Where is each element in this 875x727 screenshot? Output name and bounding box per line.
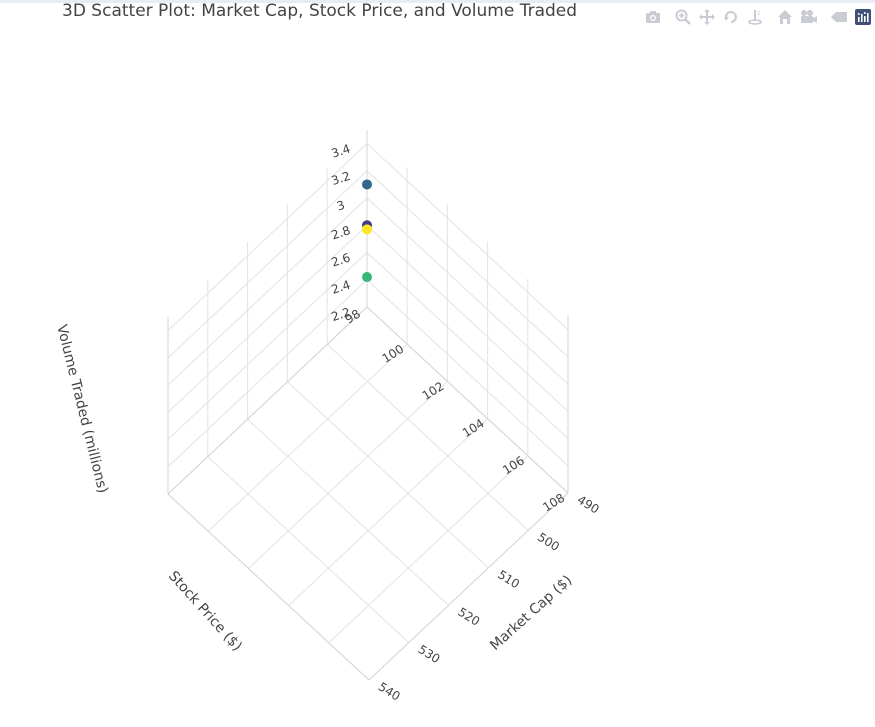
wall-gridline [167,197,368,386]
wall-gridline [366,170,569,358]
y-tick-label: 104 [460,416,487,440]
top-border [0,0,875,3]
z-axis-title: Volume Traded (millions) [53,323,110,495]
x-axis-title: Market Cap ($) [487,572,575,654]
floor-gridline [287,381,489,569]
grid-lines [167,130,569,681]
z-tick-label: 3 [335,198,347,214]
plotly-logo-icon[interactable] [851,6,875,28]
data-point[interactable] [362,272,372,283]
svg-text:z: z [757,10,760,17]
y-axis-title: Stock Price ($) [165,568,245,654]
home-icon[interactable] [773,6,797,28]
z-tick-label: 2.8 [330,223,352,242]
reset-camera-icon[interactable] [797,6,821,28]
wall-gridline [366,143,569,330]
axis-edge [368,492,569,681]
z-tick-label: 3.4 [330,142,352,161]
pan-icon[interactable] [695,6,719,28]
wall-gridline [167,279,368,468]
data-point[interactable] [362,179,372,190]
wall-gridline [167,170,368,359]
floor-gridline [326,344,529,531]
x-tick-label: 520 [455,605,482,629]
floor-gridline [248,381,448,569]
y-tick-label: 102 [420,379,447,403]
wall-gridline [366,252,569,439]
y-tick-label: 108 [540,491,567,515]
z-tick-label: 2.2 [330,305,352,324]
floor-gridline [207,343,408,532]
turntable-icon[interactable]: z [743,6,767,28]
y-tick-label: 100 [380,342,407,366]
x-tick-label: 530 [416,642,443,666]
hover-icon[interactable] [827,6,851,28]
floor-gridline [247,418,449,606]
floor-gridline [288,418,488,606]
modebar: z [641,6,875,28]
chart-title: 3D Scatter Plot: Market Cap, Stock Price… [62,1,578,21]
axis-edge [366,306,569,494]
floor-gridline [207,456,410,643]
x-tick-label: 490 [575,493,602,517]
wall-gridline [366,197,569,385]
wall-gridline [366,224,569,412]
camera-icon[interactable] [641,6,665,28]
z-tick-label: 2.6 [330,250,352,269]
axis-edge [167,493,370,681]
y-tick-label: 98 [343,307,363,327]
wall-gridline [167,143,368,331]
wall-gridline [167,252,368,440]
wall-gridline [366,279,569,467]
zoom-icon[interactable] [671,6,695,28]
y-tick-label: 106 [500,453,527,477]
wall-gridline [167,224,368,413]
floor-gridline [328,455,529,644]
data-points [362,179,372,283]
orbit-icon[interactable] [719,6,743,28]
data-point[interactable] [362,224,372,235]
x-tick-label: 500 [535,530,562,554]
x-tick-label: 510 [495,567,522,591]
z-tick-label: 3.2 [330,169,352,188]
axis-edge [167,306,368,495]
x-tick-label: 540 [376,680,403,704]
z-tick-label: 2.4 [330,278,352,297]
